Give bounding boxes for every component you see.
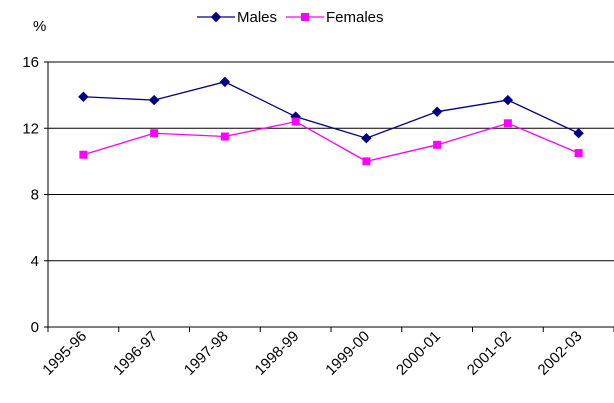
x-tick-label-6: 2001-02 xyxy=(464,328,515,379)
y-axis-ticks: 0 4 8 12 16 xyxy=(22,54,48,336)
x-tick-label-2: 1997-98 xyxy=(181,328,232,379)
data-point-females-0 xyxy=(79,150,88,159)
y-tick-label-4: 16 xyxy=(22,54,39,71)
legend-marker-females xyxy=(301,13,309,21)
data-point-males-7 xyxy=(573,128,584,139)
series-line-females xyxy=(83,120,579,163)
gridlines xyxy=(48,61,614,262)
y-tick-label-0: 0 xyxy=(31,319,39,336)
y-tick-label-1: 4 xyxy=(31,253,39,270)
data-point-males-1 xyxy=(148,94,160,106)
data-point-females-6 xyxy=(503,119,512,128)
y-unit-label: % xyxy=(33,18,46,35)
legend-label-females: Females xyxy=(326,9,384,26)
legend-label-males: Males xyxy=(237,9,277,26)
x-tick-label-1: 1996-97 xyxy=(110,328,161,379)
x-tick-label-7: 2002-03 xyxy=(534,328,585,379)
data-point-females-7 xyxy=(574,149,583,158)
data-point-females-2 xyxy=(220,132,229,141)
legend-item-males: Males xyxy=(197,9,277,26)
data-point-females-3 xyxy=(291,117,300,126)
data-point-males-6 xyxy=(502,94,514,106)
x-axis-ticks: 1995-96 1996-97 1997-98 1998-99 1999-00 2000-… xyxy=(39,327,614,379)
legend-marker-males xyxy=(210,11,222,23)
data-point-males-4 xyxy=(361,132,372,144)
series-males xyxy=(78,76,584,144)
series-layer xyxy=(78,76,584,166)
series-line-males xyxy=(83,81,579,139)
x-tick-label-4: 1999-00 xyxy=(322,328,373,379)
data-point-males-0 xyxy=(78,91,89,102)
data-point-females-5 xyxy=(433,140,442,149)
series-females xyxy=(79,117,583,166)
y-tick-label-2: 8 xyxy=(31,187,39,204)
data-point-females-4 xyxy=(362,157,371,166)
x-tick-label-0: 1995-96 xyxy=(39,328,90,379)
x-tick-label-5: 2000-01 xyxy=(393,328,444,379)
data-point-males-5 xyxy=(431,106,443,117)
y-tick-label-3: 12 xyxy=(22,120,39,137)
legend: Males Females xyxy=(197,9,384,26)
legend-item-females: Females xyxy=(286,9,384,26)
data-point-males-2 xyxy=(219,76,231,88)
data-point-females-1 xyxy=(150,129,159,138)
x-tick-label-3: 1998-99 xyxy=(251,328,302,379)
